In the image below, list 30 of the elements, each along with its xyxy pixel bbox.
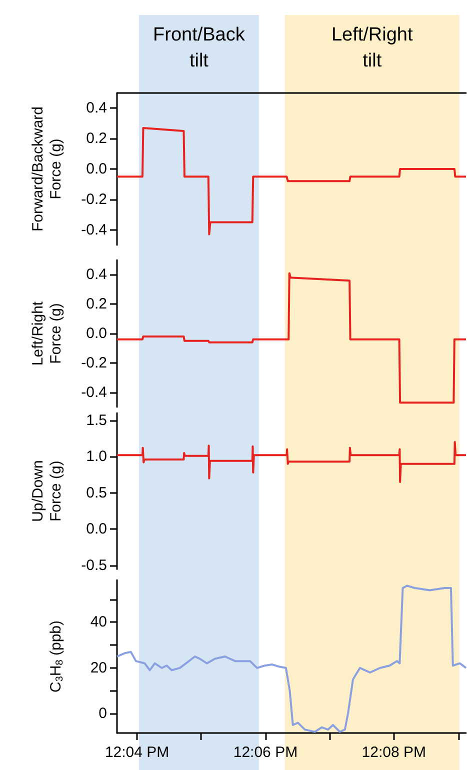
y-tick-label: 0.2 (86, 130, 107, 148)
y-tick-label: -0.4 (81, 221, 107, 238)
y-tick-label: 0.0 (86, 520, 107, 538)
y-axis-title: Left/Right Force (g) (30, 300, 64, 366)
y-axis-title: Forward/Backward Force (g) (30, 106, 64, 232)
line-series (116, 272, 467, 404)
y-tick-label: 40 (90, 614, 107, 631)
line-series (116, 126, 467, 236)
y-tick-label: 0.0 (86, 160, 107, 178)
y-tick-label: 20 (90, 659, 107, 676)
y-tick-label: 0 (98, 705, 107, 722)
y-axis-title: Up/Down Force (g) (30, 460, 64, 522)
x-tick-label: 12:08 PM (362, 744, 426, 761)
x-tick-label: 12:06 PM (233, 744, 298, 761)
y-tick-label: 0.2 (86, 296, 107, 313)
y-tick-label: 0.0 (86, 325, 107, 342)
line-series (116, 441, 467, 483)
y-axis-title: C3H8 (ppb) (48, 620, 66, 692)
y-tick-label: 0.4 (86, 266, 107, 284)
y-tick-label: -0.2 (81, 190, 107, 208)
y-tick-label: -0.4 (81, 384, 107, 401)
y-tick-label: 1.0 (86, 448, 107, 466)
y-tick-label: 1.5 (86, 412, 107, 429)
y-tick-label: -0.2 (81, 354, 107, 372)
band-label: Left/Right tilt (331, 24, 414, 72)
x-tick-label: 12:04 PM (104, 744, 170, 761)
y-tick-label: 0.5 (86, 484, 107, 502)
band-label: Front/Back tilt (153, 24, 246, 72)
y-tick-label: -0.5 (81, 557, 107, 574)
y-tick-label: 0.4 (86, 100, 107, 117)
